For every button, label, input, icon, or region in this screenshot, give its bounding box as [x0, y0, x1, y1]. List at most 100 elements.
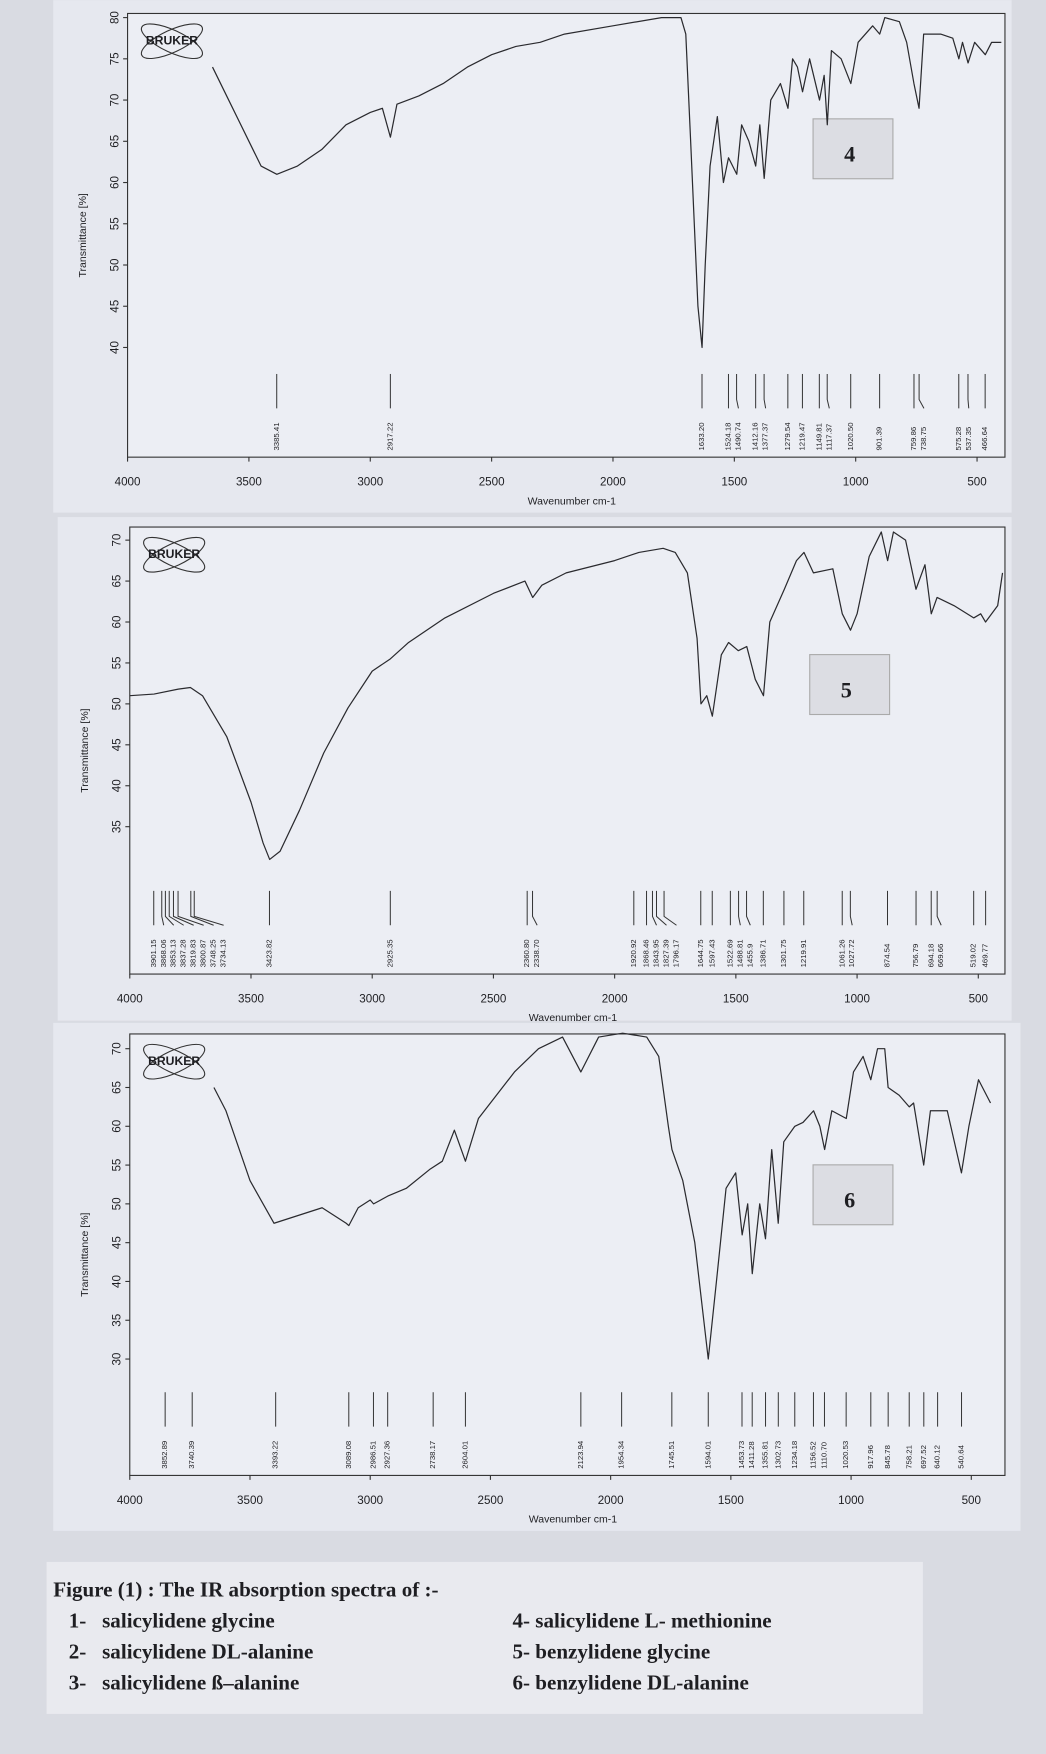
plot-area	[129, 526, 1006, 975]
peak-label: 874.54	[883, 943, 892, 967]
peak-label: 756.79	[911, 944, 920, 968]
peak-marker	[177, 890, 204, 926]
peak-label: 1219.91	[799, 939, 808, 967]
annotation-box	[809, 654, 891, 716]
x-tick-label: 4000	[117, 993, 143, 1006]
peak-marker	[193, 890, 224, 926]
peak-marker	[967, 373, 970, 409]
logo-orbit	[143, 1043, 206, 1080]
y-tick-label: 70	[111, 1042, 124, 1055]
peak-label: 3740.39	[187, 1441, 196, 1469]
y-tick-label: 60	[111, 615, 124, 628]
peak-label: 1411.28	[747, 1441, 756, 1468]
y-axis-title: Transmittance [%]	[77, 193, 89, 277]
peak-label: 1633.20	[697, 422, 706, 450]
spectrum-panel: 4000 3500 3000 2500 2000 1500 1000 500 35 40 45 50 5…	[57, 517, 1012, 1024]
peak-label: 1920.92	[629, 939, 638, 967]
y-tick-label: 45	[111, 738, 124, 751]
x-tick-label: 500	[967, 476, 987, 489]
y-axis-title: Transmittance [%]	[79, 1212, 91, 1296]
x-tick-label: 1500	[718, 1494, 744, 1507]
peak-label: 1020.50	[846, 422, 855, 450]
peak-label: 3385.41	[272, 422, 281, 450]
peak-label: 697.52	[919, 1445, 928, 1469]
y-tick-label: 65	[108, 135, 121, 148]
x-tick-label: 3000	[357, 1494, 383, 1507]
logo-orbit	[140, 23, 204, 60]
peak-label: 2338.70	[532, 939, 541, 967]
x-tick-label: 500	[962, 1494, 982, 1507]
x-tick-label: 3500	[236, 476, 262, 489]
y-tick-label: 35	[111, 820, 124, 833]
y-tick-label: 40	[108, 340, 121, 353]
x-tick-label: 3500	[237, 1494, 263, 1507]
y-axis-title: Transmittance [%]	[79, 708, 91, 792]
logo-text: BRUKER	[146, 33, 198, 47]
annotation: 4	[844, 142, 855, 167]
y-tick-label: 50	[111, 697, 124, 710]
peak-label: 2917.22	[385, 422, 394, 450]
peak-label: 1020.53	[841, 1441, 850, 1469]
x-tick-label: 1500	[723, 993, 749, 1006]
x-tick-label: 1000	[844, 993, 870, 1006]
y-tick-label: 55	[111, 1159, 124, 1172]
y-tick-label: 65	[111, 1081, 124, 1094]
peak-label: 3393.22	[271, 1441, 280, 1469]
x-tick-label: 2000	[598, 1494, 624, 1507]
peak-label: 759.86	[909, 427, 918, 451]
peak-label: 1745.51	[667, 1441, 676, 1469]
peak-marker	[936, 890, 942, 926]
peak-label: 1377.37	[761, 422, 770, 450]
annotation: 5	[841, 677, 852, 702]
peak-label: 1279.54	[783, 422, 792, 451]
caption-item: 1- salicylidene glycine	[69, 1608, 275, 1632]
x-axis-title: Wavenumber cm-1	[529, 1012, 618, 1024]
peak-label: 3868.06	[159, 939, 168, 967]
peak-label: 1524.18	[724, 422, 733, 450]
peak-label: 540.64	[957, 1444, 966, 1468]
peak-label: 575.28	[954, 427, 963, 451]
peak-label: 2738.17	[428, 1441, 437, 1469]
peak-label: 1453.73	[737, 1441, 746, 1469]
y-tick-label: 45	[108, 300, 121, 313]
peak-label: 1827.39	[662, 939, 671, 967]
peak-label: 845.78	[883, 1445, 892, 1469]
x-tick-label: 1500	[721, 476, 747, 489]
y-tick-label: 40	[111, 779, 124, 792]
peak-label: 1412.16	[751, 422, 760, 450]
peak-label: 3901.15	[149, 939, 158, 967]
peak-marker	[746, 890, 751, 926]
peak-label: 2925.35	[385, 939, 394, 967]
y-tick-label: 50	[111, 1197, 124, 1210]
x-tick-label: 4000	[117, 1494, 143, 1507]
peak-label: 901.39	[875, 427, 884, 451]
peak-marker	[190, 890, 214, 926]
y-tick-label: 50	[108, 258, 121, 271]
caption-item: 6- benzylidene DL-alanine	[512, 1671, 748, 1695]
peak-label: 2123.94	[576, 1440, 585, 1469]
peak-label: 519.02	[969, 944, 978, 968]
peak-label: 3800.87	[199, 939, 208, 967]
peak-label: 3089.08	[344, 1441, 353, 1469]
peak-label: 1796.17	[672, 939, 681, 967]
y-tick-label: 65	[111, 575, 124, 588]
y-tick-label: 55	[111, 656, 124, 669]
y-tick-label: 60	[111, 1119, 124, 1132]
peak-marker	[164, 890, 175, 926]
logo-orbit	[143, 536, 206, 573]
y-tick-label: 45	[111, 1236, 124, 1249]
peak-label: 2986.51	[369, 1441, 378, 1469]
peak-label: 1355.81	[761, 1441, 770, 1469]
peak-label: 1594.01	[703, 1441, 712, 1469]
peak-label: 1868.46	[642, 939, 651, 967]
peak-label: 469.77	[981, 944, 990, 968]
caption-item: 5- benzylidene glycine	[512, 1639, 710, 1663]
spectrum-panel: 4000 3500 3000 2500 2000 1500 1000 500 30 35 40 45 5…	[53, 1022, 1021, 1531]
peak-label: 1455.9	[745, 944, 754, 968]
peak-label: 3852.89	[160, 1441, 169, 1469]
x-tick-label: 2500	[477, 1494, 503, 1507]
peak-marker	[738, 890, 741, 926]
peak-marker	[826, 373, 830, 409]
